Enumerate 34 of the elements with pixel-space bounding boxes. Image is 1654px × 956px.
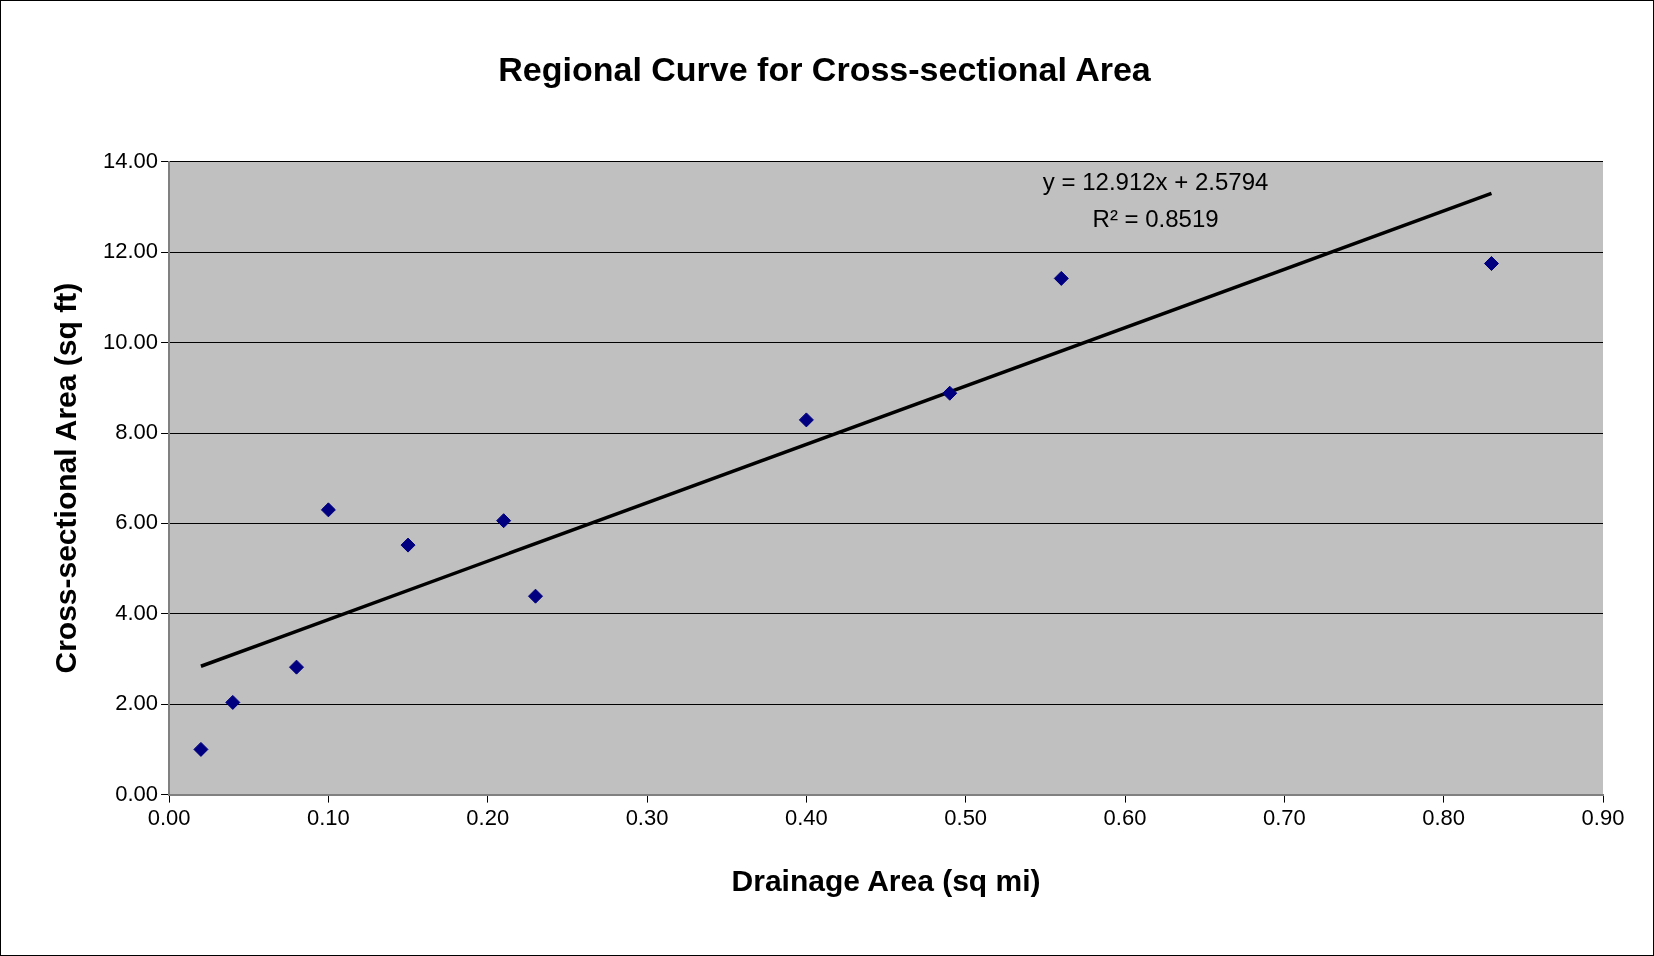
y-tick-label: 14.00	[102, 147, 159, 173]
x-tick-label: 0.70	[1262, 804, 1306, 830]
point	[1053, 270, 1069, 286]
y-tick-label: 4.00	[115, 599, 159, 625]
chart-title: Regional Curve for Cross-sectional Area	[498, 49, 1152, 88]
y-tick-label: 2.00	[115, 690, 159, 716]
x-tick-label: 0.40	[784, 804, 828, 830]
y-tick-label: 10.00	[102, 328, 159, 354]
y-tick-label: 12.00	[102, 238, 159, 264]
point	[1483, 256, 1499, 271]
y-tick-label: 0.00	[115, 780, 159, 806]
point	[798, 412, 814, 428]
point	[320, 502, 336, 518]
y-axis-title: Cross-sectional Area (sq ft)	[49, 282, 83, 674]
point	[225, 694, 241, 710]
point	[193, 741, 209, 757]
x-tick-label: 0.20	[466, 804, 510, 830]
x-tick-label: 0.30	[625, 804, 669, 830]
x-tick-label: 0.10	[306, 804, 350, 830]
y-tick-label: 6.00	[115, 509, 159, 535]
annotation: y = 12.912x + 2.5794	[1042, 168, 1269, 196]
x-tick-label: 0.00	[147, 804, 191, 830]
x-tick-label: 0.60	[1103, 804, 1147, 830]
point	[289, 659, 305, 675]
x-tick-label: 0.80	[1422, 804, 1466, 830]
y-tick-label: 8.00	[115, 419, 159, 445]
point	[400, 537, 416, 553]
x-tick-label: 0.90	[1581, 804, 1625, 830]
point	[528, 588, 544, 604]
point	[942, 385, 958, 401]
annotation: R² = 0.8519	[1092, 205, 1219, 233]
x-tick-label: 0.50	[944, 804, 988, 830]
point	[496, 513, 512, 529]
x-axis-title: Drainage Area (sq mi)	[731, 864, 1041, 898]
